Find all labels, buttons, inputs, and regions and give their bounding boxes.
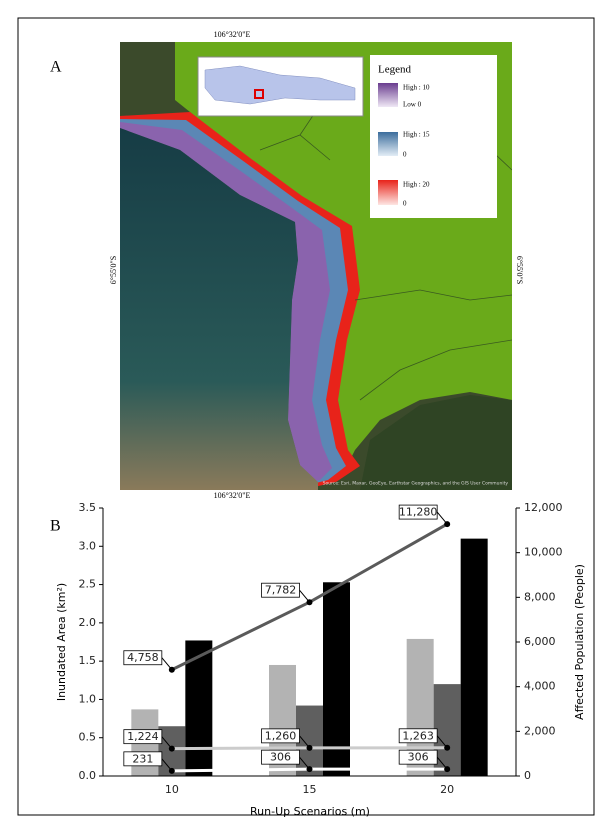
y2-tick-label: 6,000	[524, 635, 556, 648]
value-label: 4,758	[127, 651, 159, 664]
y-tick-label: 0.0	[79, 769, 97, 782]
legend-swatch	[378, 132, 398, 156]
point	[444, 744, 451, 751]
value-label: 1,224	[127, 730, 159, 743]
y2-tick-label: 8,000	[524, 590, 556, 603]
inset-island	[204, 65, 356, 105]
forest-area	[360, 395, 512, 490]
point	[168, 666, 175, 673]
point	[306, 744, 313, 751]
value-label: 231	[132, 752, 153, 765]
y2-tick-label: 4,000	[524, 680, 556, 693]
point	[444, 521, 451, 528]
y2-tick-label: 0	[524, 769, 531, 782]
legend-label: High : 20	[403, 181, 430, 189]
bar	[323, 582, 350, 776]
inset-locator	[254, 89, 264, 99]
y-axis-title: Inundated Area (km²)	[55, 583, 68, 701]
value-label: 7,782	[265, 584, 297, 597]
y-tick-label: 1.0	[79, 692, 97, 705]
y2-tick-label: 10,000	[524, 546, 563, 559]
callout-box	[261, 749, 300, 765]
legend-label: High : 10	[403, 84, 430, 92]
y2-tick-label: 12,000	[524, 501, 563, 514]
callout-box	[261, 728, 300, 744]
value-label: 306	[408, 751, 429, 764]
bar	[296, 705, 323, 776]
legend-swatch	[378, 180, 398, 205]
value-label: 11,280	[399, 506, 438, 519]
callout-box	[123, 751, 163, 767]
y-tick-label: 1.5	[79, 654, 97, 667]
y-tick-label: 3.5	[79, 501, 97, 514]
value-label: 1,263	[402, 729, 434, 742]
inundation-10	[120, 122, 332, 482]
latitude-label: 6°55'0"S	[109, 256, 118, 284]
legend-swatch	[378, 83, 398, 107]
bar	[460, 538, 488, 776]
y-tick-label: 3.0	[79, 539, 97, 552]
y2-axis-title: Affected Population (People)	[573, 564, 586, 720]
x-tick-label: 20	[440, 783, 454, 796]
callout-box	[261, 582, 300, 598]
y-tick-label: 0.5	[79, 731, 97, 744]
longitude-label: 106°32'0"E	[214, 491, 251, 500]
sea	[120, 128, 318, 490]
y-tick-label: 2.0	[79, 616, 97, 629]
callout-box	[398, 504, 438, 520]
point	[168, 767, 175, 774]
point	[168, 745, 175, 752]
point	[444, 766, 451, 773]
point	[306, 766, 313, 773]
value-label: 306	[270, 751, 291, 764]
map: Legend High : 10 Low 0 High : 15 0 High …	[120, 42, 512, 490]
figure-border	[17, 17, 595, 816]
bar	[433, 684, 461, 776]
legend-label: Low 0	[403, 101, 422, 109]
legend-label: High : 15	[403, 131, 430, 139]
panel-label: A	[50, 59, 62, 76]
legend-label: 0	[403, 200, 407, 208]
latitude-label: 6°55'0"S	[515, 256, 524, 284]
y-tick-label: 2.5	[79, 578, 97, 591]
x-tick-label: 15	[303, 783, 317, 796]
callout-box	[123, 729, 163, 745]
y2-tick-label: 2,000	[524, 724, 556, 737]
legend-label: 0	[403, 151, 407, 159]
callout-box	[123, 650, 163, 666]
legend-title: Legend	[378, 64, 411, 76]
callout-box	[398, 728, 438, 744]
panel-label: B	[50, 518, 61, 535]
bar	[185, 640, 213, 776]
point	[306, 599, 313, 606]
x-tick-label: 10	[165, 783, 179, 796]
x-axis-title: Run-Up Scenarios (m)	[250, 805, 370, 818]
plot: 0.0 0.5 1.0 1.5 2.0 2.5 3.0 3.5 0 2,000 4,000 6,000…	[79, 501, 563, 796]
value-label: 1,260	[265, 729, 297, 742]
callout-box	[398, 749, 438, 765]
line	[171, 522, 448, 672]
attribution: Source: Esri, Maxar, GeoEye, Earthstar G…	[323, 481, 509, 487]
longitude-label: 106°32'0"E	[214, 30, 251, 39]
